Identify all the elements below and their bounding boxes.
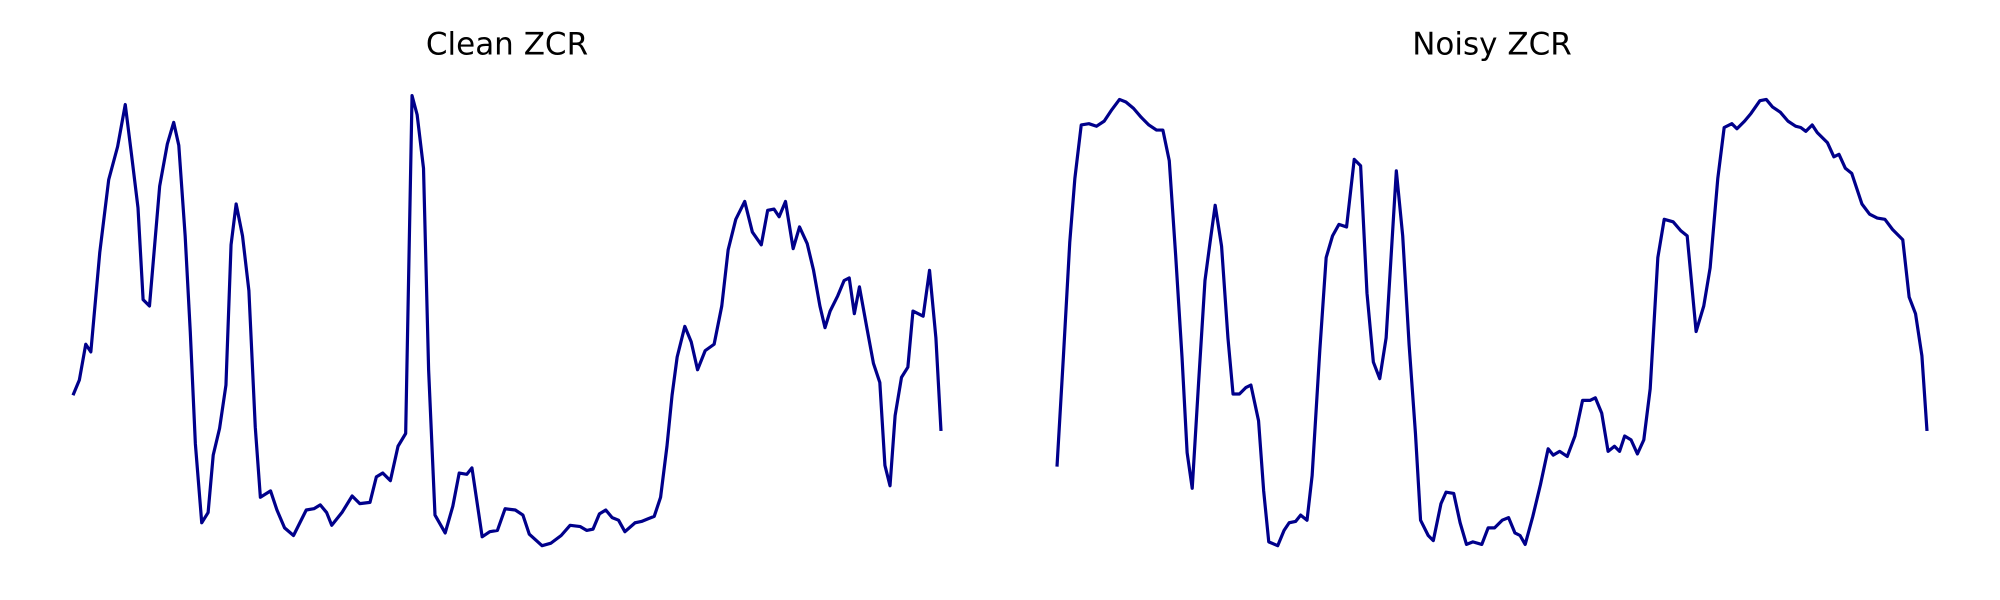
chart-title: Noisy ZCR — [1412, 27, 1572, 63]
line-series — [71, 94, 943, 548]
chart-title: Clean ZCR — [426, 27, 588, 63]
line-series — [1055, 97, 1929, 548]
